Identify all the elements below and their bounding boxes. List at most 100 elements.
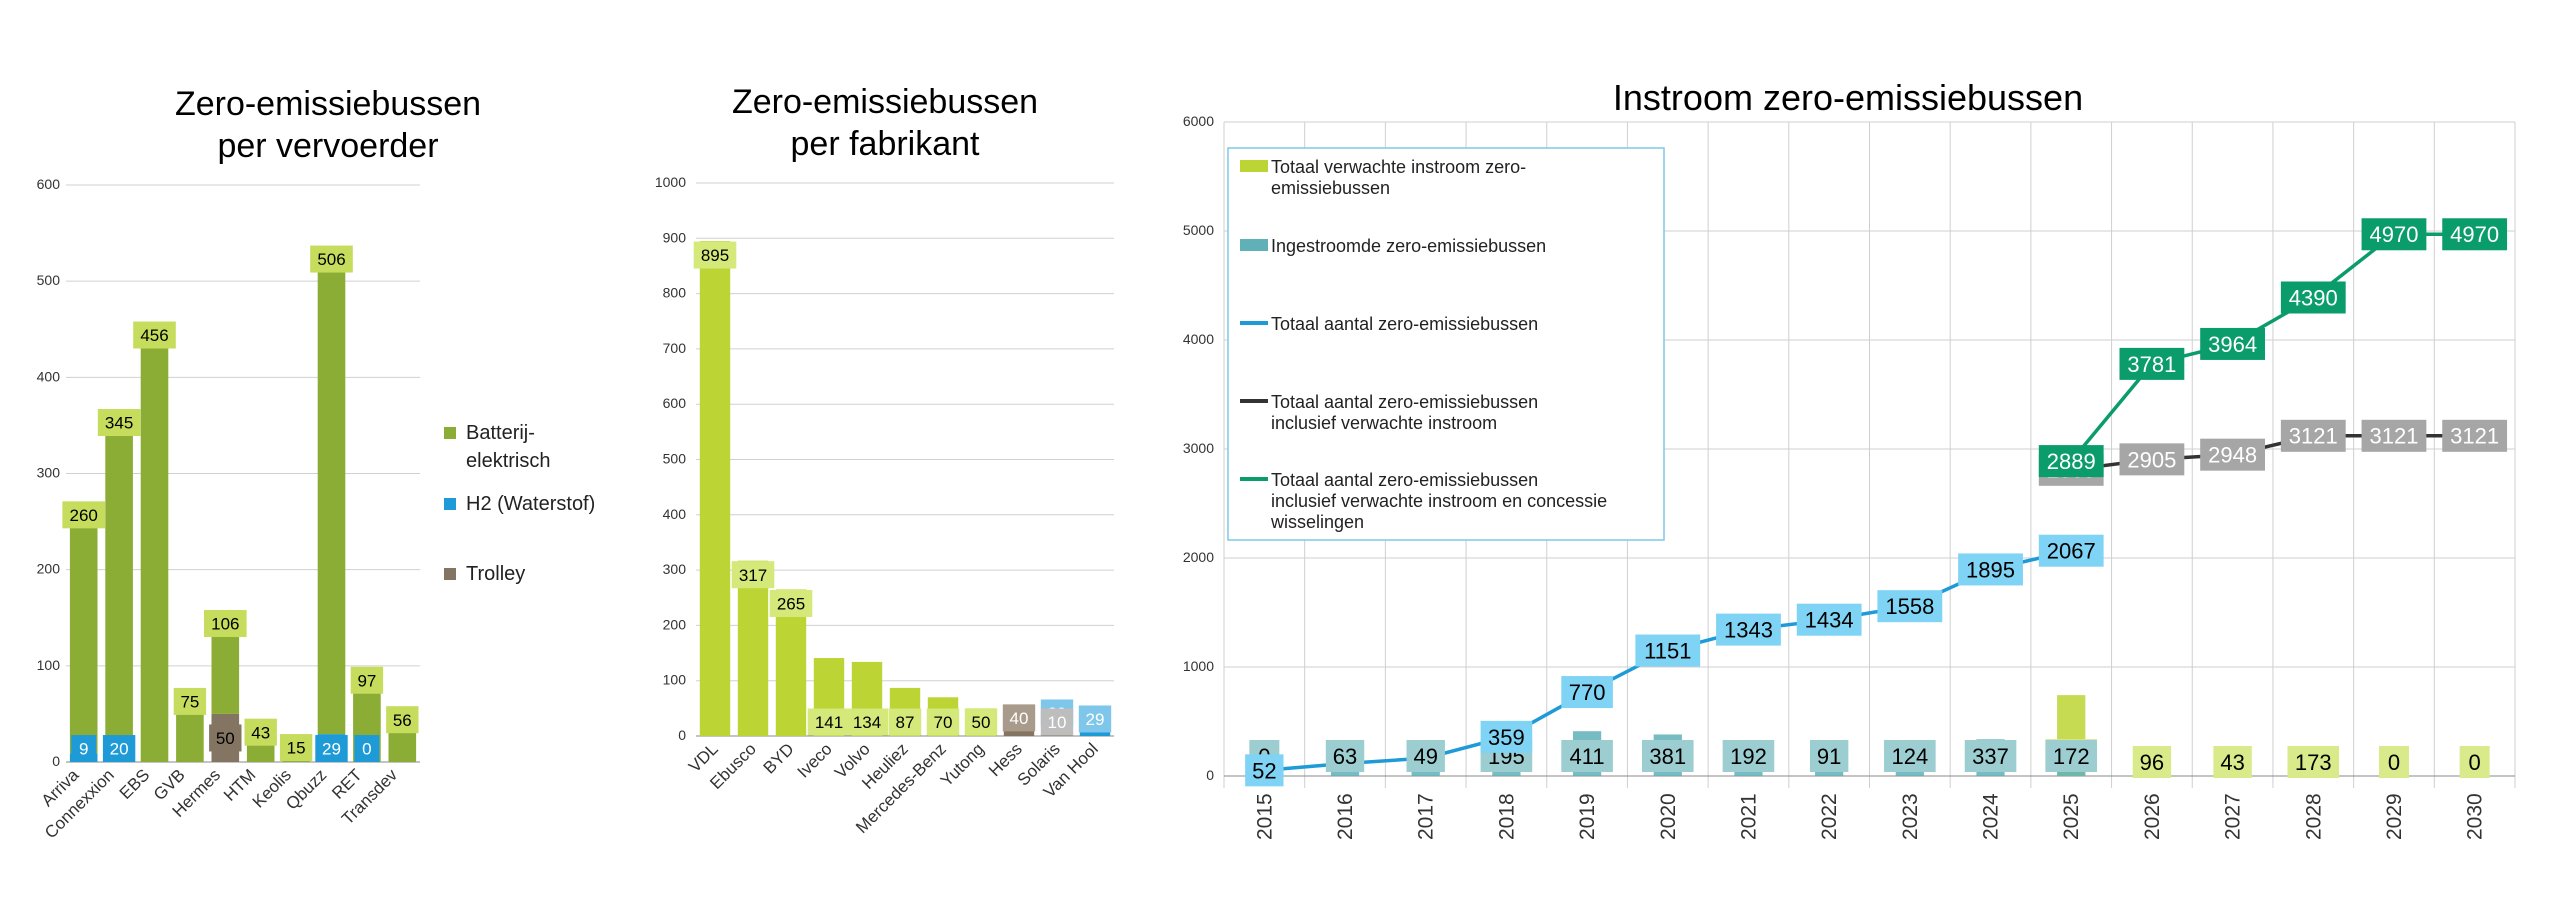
chart1-y-tick: 500 (37, 272, 61, 288)
chart3-data-label-box (2200, 438, 2265, 471)
chart2-data-label: 10 (1048, 713, 1067, 732)
chart3-data-label: 0 (2469, 750, 2481, 775)
chart3-legend-label: Totaal aantal zero-emissiebussen (1271, 392, 1538, 412)
chart3-data-label-box (1722, 740, 1775, 772)
chart3-data-label-box (1877, 590, 1943, 623)
chart3-data-label: 124 (1891, 744, 1928, 769)
chart3-data-label-box (1480, 720, 1533, 753)
chart1-data-label-box (71, 735, 97, 763)
chart1-data-label-box (173, 687, 207, 715)
chart1-data-label-box (354, 735, 380, 763)
chart1-data-label: 506 (317, 250, 345, 269)
chart2-data-label: 70 (934, 713, 953, 732)
chart3-data-label: 2948 (2208, 443, 2257, 468)
chart3-x-tick: 2030 (2464, 793, 2487, 840)
chart3-legend-label: Totaal aantal zero-emissiebussen (1271, 314, 1538, 334)
chart3-data-label-box (1716, 613, 1781, 646)
chart2-data-label: 895 (701, 246, 729, 265)
chart3-data-label: 3121 (2450, 424, 2499, 449)
chart1-y-tick: 400 (37, 368, 61, 384)
chart2-y-tick: 100 (663, 672, 687, 688)
chart1-data-label-box (350, 666, 384, 694)
chart1-data-label: 260 (70, 506, 98, 525)
chart3-data-label: 1895 (1966, 557, 2015, 582)
chart3-x-tick: 2019 (1576, 793, 1599, 840)
chart1-legend-label: elektrisch (466, 450, 550, 472)
chart3-y-tick: 6000 (1183, 113, 1214, 129)
chart1-x-tick: EBS (116, 765, 153, 802)
chart1-data-label: 43 (251, 723, 270, 742)
chart3-legend-label: Totaal verwachte instroom zero- (1271, 157, 1526, 177)
chart1-y-tick: 0 (52, 753, 60, 769)
chart1-legend-swatch-batterij-elektrisch (444, 427, 456, 439)
chart3-data-label: 3121 (2289, 424, 2338, 449)
chart3-data-label: 4390 (2289, 285, 2338, 310)
chart1-bar-arriva-batterij-elektrisch (69, 503, 98, 754)
chart3-data-label: 1558 (1885, 594, 1934, 619)
chart2-y-tick: 1000 (655, 174, 686, 190)
chart1-data-label-box (209, 724, 242, 752)
chart3-data-label: 1343 (1724, 618, 1773, 643)
chart3-data-label-box (2280, 419, 2346, 452)
chart1-data-label-box (204, 610, 247, 638)
chart3-data-label: 96 (2140, 750, 2164, 775)
chart1-data-label: 75 (180, 693, 199, 712)
chart2-data-label-box (964, 708, 998, 736)
chart2-data-label: 141 (815, 713, 843, 732)
chart3-data-label-box (2119, 443, 2185, 476)
chart1-legend-swatch-h2-waterstof (444, 498, 456, 510)
chart2-data-label: 87 (896, 713, 915, 732)
chart1-data-label: 97 (357, 671, 376, 690)
chart3-data-label: 337 (1972, 744, 2009, 769)
chart3-data-label-box (2442, 218, 2508, 251)
chart1-bar-ebs-batterij-elektrisch (140, 323, 169, 762)
chart3-data-label-box (2459, 746, 2490, 778)
chart1-data-label-box (315, 735, 348, 763)
chart1-legend-swatch-trolley (444, 568, 456, 580)
chart3-data-label-box (2361, 218, 2427, 251)
chart3-y-tick: 1000 (1183, 658, 1214, 674)
chart3-data-label-box (1641, 740, 1694, 772)
chart3-data-label: 381 (1649, 744, 1686, 769)
chart1-legend-label: H2 (Waterstof) (466, 493, 595, 515)
chart3-data-label: 3964 (2208, 332, 2257, 357)
chart3-x-tick: 2016 (1334, 793, 1357, 840)
chart1-data-label: 50 (216, 729, 235, 748)
chart3-legend-swatch-totaal-verwachte-instroom-zero-emissiebussen (1240, 160, 1268, 172)
chart3-y-tick: 3000 (1183, 440, 1214, 456)
chart3-data-label-box (2200, 327, 2265, 360)
chart1-y-tick: 200 (37, 561, 61, 577)
chart2-y-tick: 0 (678, 727, 686, 743)
chart2-x-tick: BYD (760, 739, 798, 777)
chart3-legend-swatch-ingestroomde-zero-emissiebussen (1240, 239, 1268, 251)
chart3-data-label-box (2038, 534, 2104, 567)
chart1-data-label: 56 (393, 711, 412, 730)
chart1-y-tick: 300 (37, 465, 61, 481)
chart1-data-label-box (133, 321, 176, 349)
chart3-y-tick: 0 (1206, 767, 1214, 783)
chart2-data-label-box (845, 708, 889, 736)
chart2-data-label: 40 (1010, 709, 1029, 728)
chart3-data-label-box (2280, 281, 2346, 314)
chart3-data-label: 0 (2388, 750, 2400, 775)
chart3-x-tick: 2027 (2222, 793, 2245, 840)
chart1-title-line: per vervoerder (217, 127, 438, 165)
chart1-data-label-box (279, 734, 313, 762)
chart2-y-tick: 900 (663, 229, 687, 245)
chart1-bar-qbuzz-batterij-elektrisch (317, 247, 346, 735)
chart3-data-label-box (1796, 603, 1862, 636)
chart1-legend-label: Batterij- (466, 422, 535, 444)
chart2-data-label: 50 (972, 713, 991, 732)
chart3-data-label-box (2378, 746, 2409, 778)
chart3-x-tick: 2022 (1818, 793, 1841, 840)
chart2-y-tick: 600 (663, 395, 687, 411)
chart1-legend-label: Trolley (466, 563, 525, 585)
chart3-x-tick: 2020 (1657, 793, 1680, 840)
chart2-data-label: 317 (739, 566, 767, 585)
chart2-data-label: 134 (853, 713, 881, 732)
chart3-x-tick: 2025 (2060, 793, 2083, 840)
chart3-y-tick: 2000 (1183, 549, 1214, 565)
chart3-data-label-box (1958, 553, 2023, 586)
chart3-legend-label: emissiebussen (1271, 178, 1390, 198)
